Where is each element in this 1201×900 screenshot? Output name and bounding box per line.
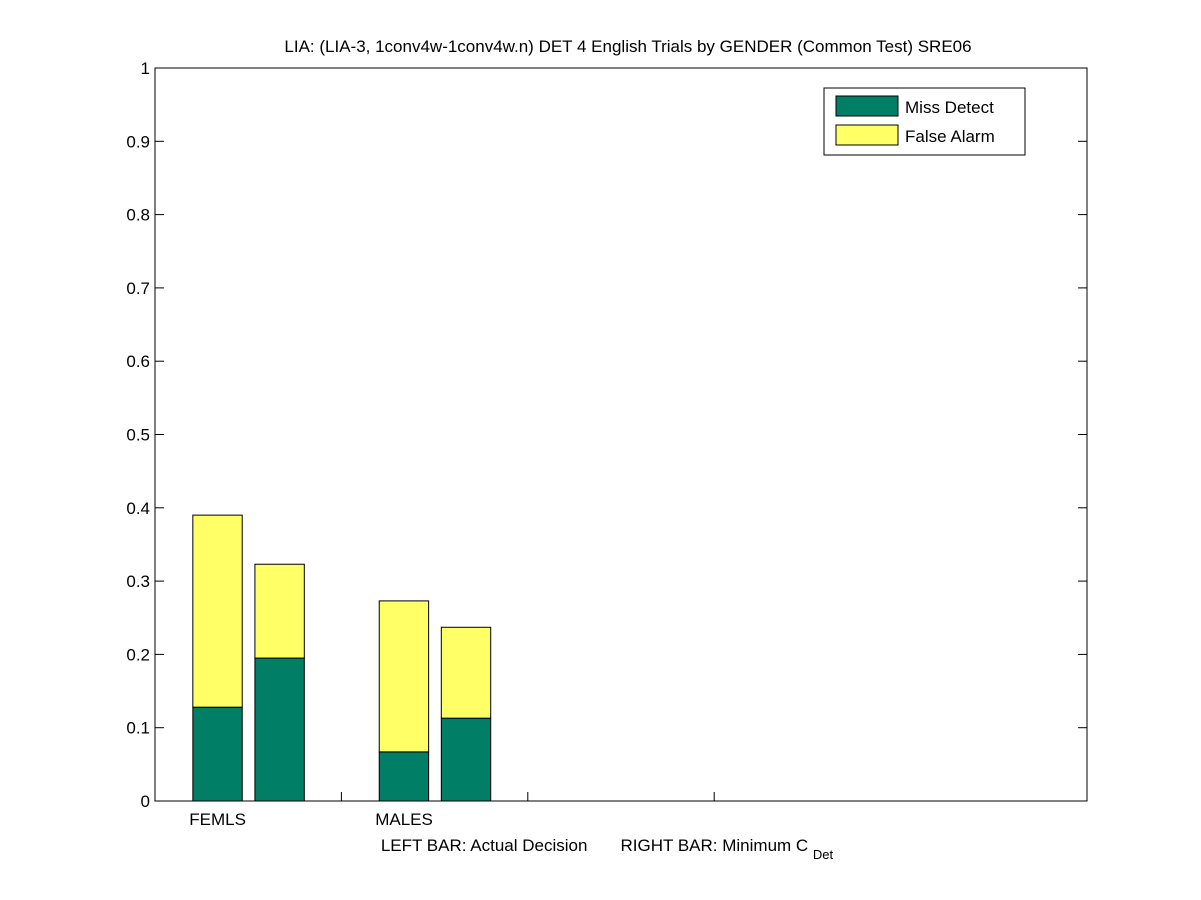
y-tick-label: 0.9 (126, 132, 150, 151)
ticks-layer: 0 0.1 0.2 0.3 0.4 0.5 0.6 0.7 0.8 0.9 1 FEMLS MALES (126, 59, 1087, 829)
x-axis-label: LEFT BAR: Actual Decision RIGHT BAR: Min… (381, 836, 834, 862)
bar-segment-miss-detect-males-left (378, 751, 430, 802)
legend-label-miss-detect: Miss Detect (905, 98, 994, 117)
y-tick-label: 0.3 (126, 572, 150, 591)
y-tick-label: 0.5 (126, 426, 150, 445)
x-tick-label: FEMLS (189, 810, 246, 829)
y-tick-label: 0 (141, 792, 150, 811)
y-tick-label: 0.8 (126, 206, 150, 225)
bar-segment-miss-detect-femls-right (254, 657, 305, 802)
legend-swatch-false-alarm (835, 124, 899, 146)
legend: Miss Detect False Alarm (823, 87, 1026, 156)
y-tick-label: 0.6 (126, 352, 150, 371)
bar-segment-false-alarm-femls-right (254, 563, 305, 659)
bars-layer (192, 514, 492, 802)
x-axis-label-subscript: Det (813, 847, 834, 862)
legend-swatch-miss-detect (835, 95, 899, 117)
y-tick-label: 0.2 (126, 645, 150, 664)
bar-segment-false-alarm-males-left (378, 600, 430, 753)
bar-segment-miss-detect-males-right (440, 717, 492, 802)
x-axis-label-left: LEFT BAR: Actual Decision (381, 836, 588, 855)
x-axis-label-spacer (592, 836, 616, 855)
bar-segment-false-alarm-males-right (440, 626, 492, 719)
x-tick-label: MALES (375, 810, 433, 829)
y-tick-label: 1 (141, 59, 150, 78)
legend-label-false-alarm: False Alarm (905, 127, 995, 146)
chart-title: LIA: (LIA-3, 1conv4w-1conv4w.n) DET 4 En… (284, 37, 971, 56)
y-tick-label: 0.1 (126, 719, 150, 738)
y-tick-label: 0.4 (126, 499, 150, 518)
y-tick-label: 0.7 (126, 279, 150, 298)
bar-segment-false-alarm-femls-left (192, 514, 243, 708)
bar-segment-miss-detect-femls-left (192, 706, 243, 802)
x-axis-label-right: RIGHT BAR: Minimum C (621, 836, 809, 855)
